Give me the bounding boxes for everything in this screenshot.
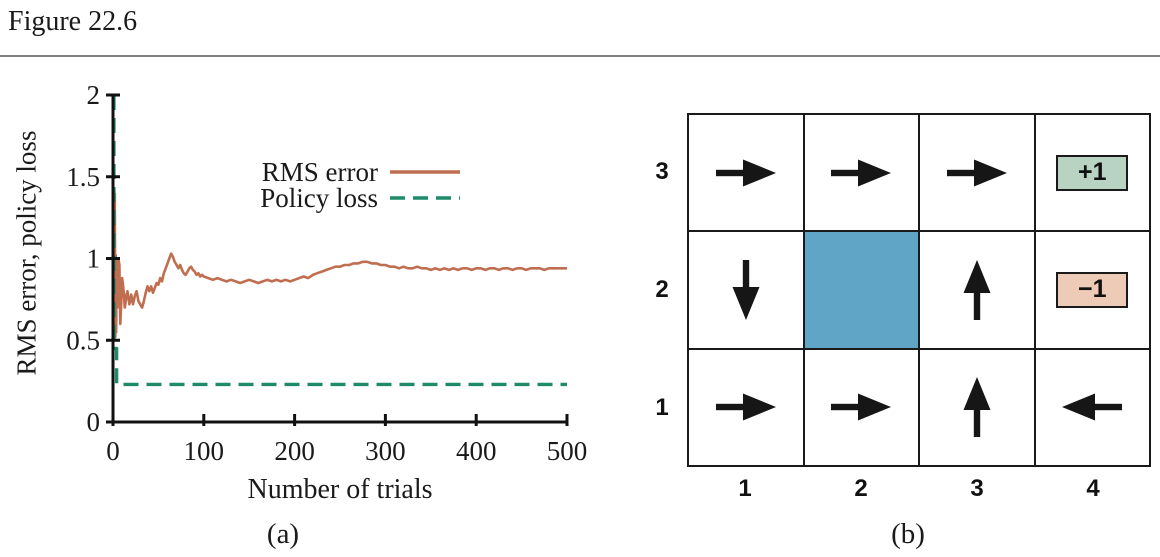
x-axis-label: Number of trials [247, 474, 433, 505]
y-tick-label: 0 [87, 407, 101, 437]
grid-cell-4-1 [1034, 348, 1150, 466]
grid-row-label-3: 3 [655, 158, 669, 185]
left-arrow-icon [1062, 393, 1123, 421]
chart-series [112, 95, 567, 387]
panel-a-caption: (a) [266, 518, 300, 550]
grid-cell-3-3 [919, 114, 1035, 232]
x-tick-label: 100 [184, 436, 225, 466]
grid-col-label-1: 1 [738, 475, 752, 502]
legend-label-policy: Policy loss [260, 183, 378, 213]
chart-axes [111, 95, 568, 424]
y-tick-label: 1.5 [66, 162, 100, 192]
grid-cell-1-1 [688, 348, 804, 466]
divider-rule [0, 55, 1160, 57]
legend-label-rms: RMS error [262, 157, 378, 187]
chart-legend: RMS error Policy loss [260, 157, 460, 213]
grid-cell-2-2-wall [803, 231, 919, 349]
right-arrow-icon [715, 159, 776, 187]
grid-row-label-1: 1 [655, 394, 669, 421]
terminal-state-minus1: −1 [1056, 271, 1129, 308]
grid-col-label-4: 4 [1086, 475, 1100, 502]
x-tick-label: 400 [456, 436, 497, 466]
right-arrow-icon [831, 159, 892, 187]
right-arrow-icon [946, 159, 1007, 187]
grid-cell-1-3 [688, 114, 804, 232]
grid-cell-3-2 [919, 231, 1035, 349]
right-arrow-icon [831, 393, 892, 421]
x-tick-label: 200 [274, 436, 315, 466]
grid-world: +1 −1 [687, 113, 1151, 467]
grid-cell-4-2: −1 [1034, 231, 1150, 349]
y-tick-label: 0.5 [66, 325, 100, 355]
grid-col-label-3: 3 [970, 475, 984, 502]
grid-cell-4-3: +1 [1034, 114, 1150, 232]
terminal-state-plus1: +1 [1056, 154, 1129, 191]
grid-cell-1-2 [688, 231, 804, 349]
y-tick-label: 2 [87, 80, 101, 110]
figure-title: Figure 22.6 [8, 6, 138, 37]
down-arrow-icon [732, 259, 760, 320]
grid-row-label-2: 2 [655, 276, 669, 303]
y-axis-label: RMS error, policy loss [11, 130, 42, 376]
panel-b-caption: (b) [891, 518, 925, 550]
grid-cell-3-1 [919, 348, 1035, 466]
grid-cell-2-1 [803, 348, 919, 466]
grid-cell-2-3 [803, 114, 919, 232]
chart-ticks: 0 100 200 300 400 500 0 0.5 1 1.5 2 [66, 80, 587, 466]
x-tick-label: 0 [106, 436, 120, 466]
series-line-policy-loss [112, 95, 567, 387]
series-line-rms-error [113, 193, 567, 339]
x-tick-label: 300 [365, 436, 406, 466]
right-arrow-icon [715, 393, 776, 421]
grid-col-label-2: 2 [854, 475, 868, 502]
up-arrow-icon [963, 259, 991, 320]
y-tick-label: 1 [87, 244, 101, 274]
x-tick-label: 500 [547, 436, 588, 466]
up-arrow-icon [963, 377, 991, 438]
